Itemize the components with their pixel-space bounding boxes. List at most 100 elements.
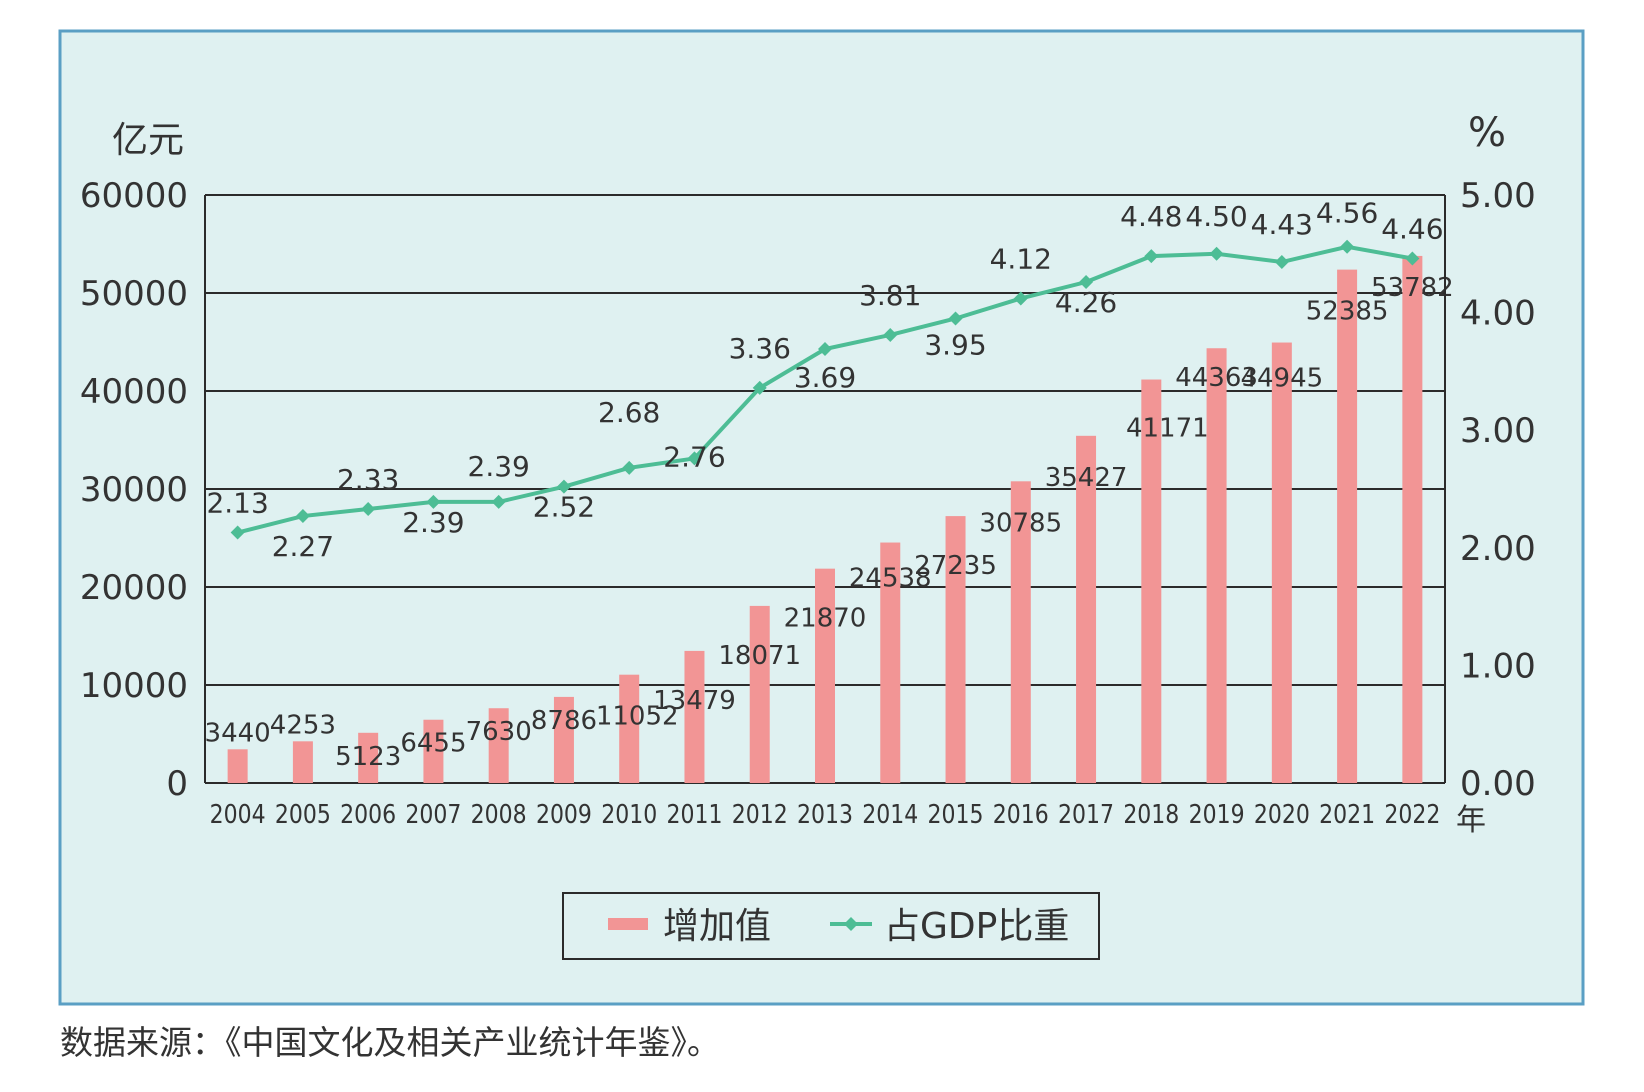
line-point — [1209, 246, 1224, 261]
line-value-label: 4.46 — [1381, 213, 1443, 246]
line-value-label: 2.76 — [663, 440, 725, 473]
legend-swatch-marker — [844, 917, 858, 931]
line-value-label: 4.48 — [1120, 200, 1182, 233]
y-right-tick-label: 0.00 — [1460, 764, 1536, 804]
bar-value-label: 13479 — [653, 686, 736, 716]
y-left-tick-label: 20000 — [80, 568, 188, 608]
line-point — [361, 501, 376, 516]
bar-value-label: 44945 — [1240, 364, 1323, 394]
bar — [749, 605, 770, 783]
bar-value-label: 41171 — [1126, 414, 1209, 444]
x-tick-label: 2021 — [1319, 800, 1375, 830]
line-point — [491, 494, 506, 509]
bar-value-label: 18071 — [718, 641, 801, 671]
x-tick-label: 2009 — [536, 800, 592, 830]
line-value-label: 3.36 — [729, 332, 791, 365]
bar — [1076, 435, 1097, 783]
bar-value-label: 27235 — [914, 551, 997, 581]
y-left-tick-label: 10000 — [80, 666, 188, 706]
chart-panel-background — [58, 29, 1585, 1006]
line-value-label: 2.33 — [337, 463, 399, 496]
y-left-tick-label: 0 — [166, 764, 188, 804]
bar — [1141, 379, 1162, 783]
x-unit: 年 — [1456, 803, 1486, 838]
bar — [1337, 269, 1358, 783]
legend: 增加值 占GDP比重 — [562, 892, 1100, 960]
bar-value-label: 24538 — [849, 564, 932, 594]
bar — [880, 542, 901, 783]
line-series — [230, 239, 1420, 540]
line-value-label: 4.43 — [1251, 208, 1313, 241]
y-left-tick-label: 40000 — [80, 372, 188, 412]
bar — [1271, 342, 1292, 783]
line-value-label: 4.56 — [1316, 197, 1378, 230]
x-tick-label: 2013 — [797, 800, 853, 830]
line-point — [556, 479, 571, 494]
x-tick-label: 2005 — [275, 800, 331, 830]
bar — [292, 741, 313, 783]
bar-value-label: 5123 — [335, 742, 401, 772]
bar-value-label: 6455 — [400, 729, 466, 759]
line-point — [818, 342, 832, 357]
bar-value-label: 11052 — [596, 702, 679, 732]
y-left-tick-label: 60000 — [80, 176, 188, 216]
y-left-tick-label: 50000 — [80, 274, 188, 314]
x-tick-label: 2019 — [1189, 800, 1245, 830]
bar-value-label: 53782 — [1371, 273, 1454, 303]
bar — [1010, 481, 1031, 783]
line-value-label: 2.68 — [598, 396, 660, 429]
legend-label: 占GDP比重 — [884, 906, 1069, 947]
bar-value-label: 52385 — [1306, 297, 1389, 327]
x-tick-label: 2016 — [993, 800, 1049, 830]
line-point — [622, 460, 637, 475]
line-point — [1274, 255, 1289, 270]
x-tick-label: 2008 — [471, 800, 527, 830]
line-value-label: 4.26 — [1055, 286, 1117, 319]
x-tick-label: 2012 — [732, 800, 788, 830]
line-point — [1340, 239, 1355, 254]
bar — [423, 719, 444, 783]
x-tick-label: 2020 — [1254, 800, 1310, 830]
source-note: 数据来源：《中国文化及相关产业统计年鉴》。 — [60, 1023, 720, 1062]
y-right-tick-label: 2.00 — [1460, 529, 1536, 569]
gridlines — [205, 194, 1445, 784]
line-point — [1405, 251, 1420, 266]
bar — [227, 749, 248, 783]
bar — [815, 568, 835, 783]
line-value-label: 2.39 — [468, 450, 530, 483]
bar-series — [227, 255, 1423, 783]
x-tick-label: 2014 — [862, 800, 918, 830]
bar — [684, 650, 705, 783]
line-value-label: 2.27 — [272, 530, 334, 563]
bar-value-label: 8786 — [531, 706, 597, 736]
axes: 0 10000 20000 30000 40000 50000 60000 0.00 1.00 2… — [80, 110, 1536, 838]
line-value-label: 2.52 — [533, 491, 595, 524]
legend-label: 增加值 — [663, 906, 771, 947]
y-right-tick-label: 1.00 — [1460, 646, 1536, 686]
bar — [488, 708, 509, 783]
bar — [358, 732, 379, 783]
x-tick-label: 2017 — [1058, 800, 1114, 830]
line-value-label: 3.95 — [924, 328, 986, 361]
y-left-tick-label: 30000 — [80, 470, 188, 510]
x-tick-label: 2007 — [405, 800, 461, 830]
x-tick-label: 2004 — [210, 800, 266, 830]
line-point — [1079, 275, 1094, 290]
line-value-label: 3.69 — [794, 361, 856, 394]
x-tick-label: 2011 — [666, 800, 722, 830]
legend-swatch-bar — [608, 918, 648, 930]
bar-value-label: 4253 — [270, 710, 336, 740]
line-point — [1013, 291, 1028, 306]
bar-value-label: 35427 — [1045, 463, 1128, 493]
x-tick-label: 2015 — [928, 800, 984, 830]
bar-value-label: 30785 — [979, 508, 1062, 538]
line-value-label: 2.13 — [206, 487, 268, 520]
line-value-label: 3.81 — [859, 279, 921, 312]
x-tick-label: 2006 — [340, 800, 396, 830]
line-value-label: 2.39 — [402, 506, 464, 539]
y-right-tick-label: 3.00 — [1460, 411, 1536, 451]
bar — [945, 516, 966, 783]
y-right-unit: % — [1468, 110, 1506, 156]
line-point — [687, 451, 702, 466]
